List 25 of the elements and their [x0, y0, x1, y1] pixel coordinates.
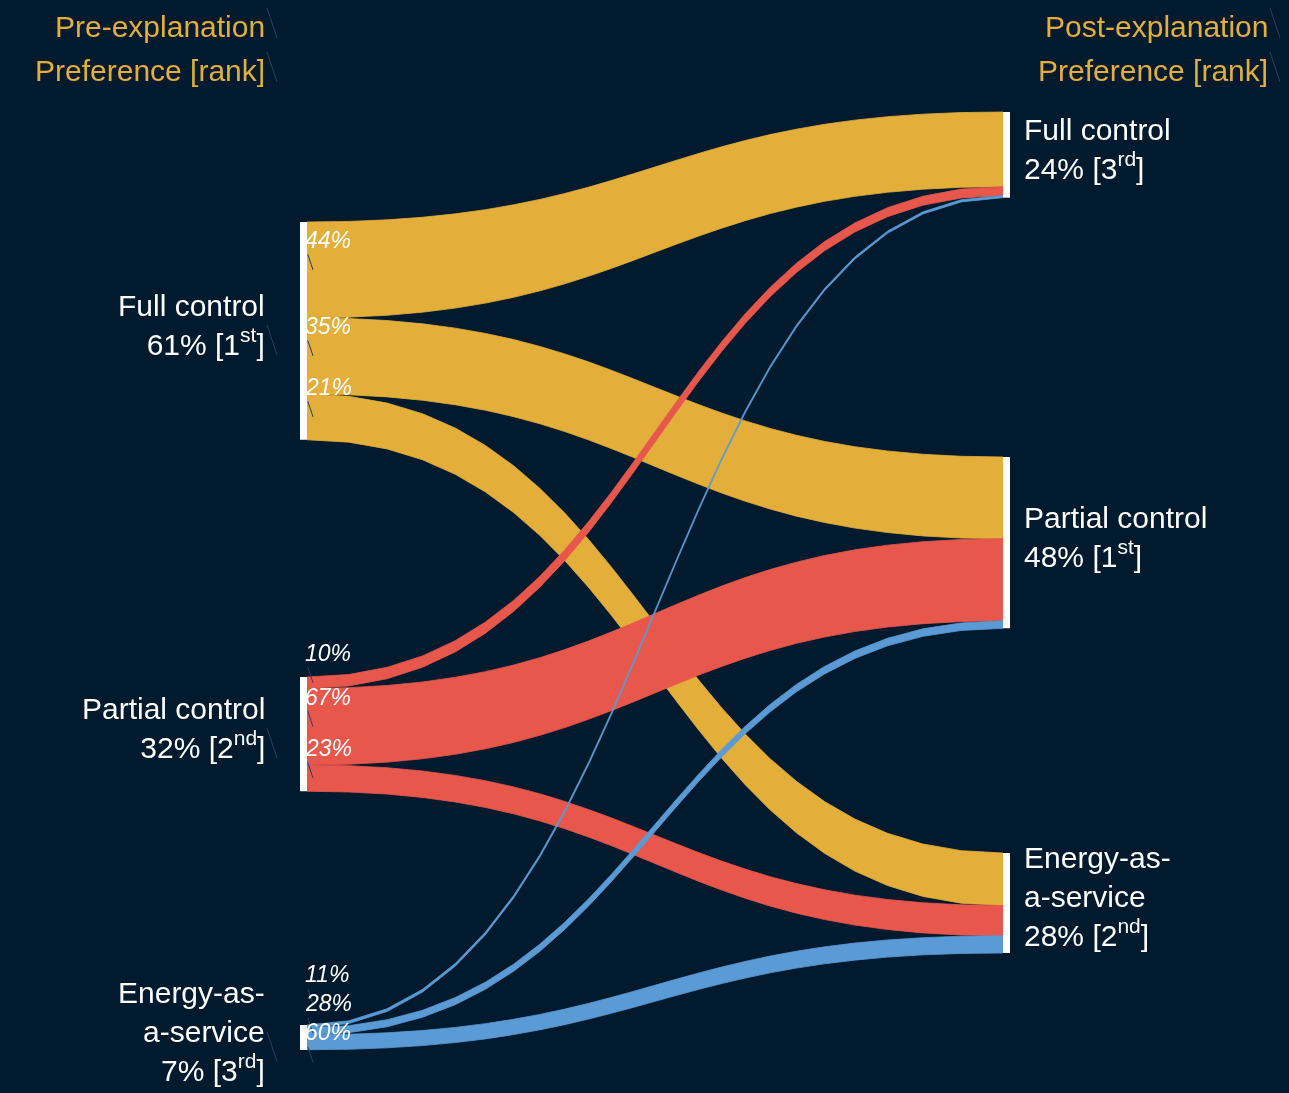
data-label: 7% [3$^{rd}$]: [160, 1049, 265, 1087]
category-label: Full control: [1024, 113, 1171, 146]
category-label: Partial control: [82, 692, 266, 725]
text: 11%: [305, 961, 350, 987]
category-label: Partial control: [1024, 501, 1208, 534]
text: Post-explanation: [1045, 10, 1269, 43]
text: Preference [rank]: [35, 54, 266, 87]
text: 28%: [306, 990, 353, 1016]
text: Preference [rank]: [1038, 54, 1269, 87]
text: 23%: [306, 735, 353, 761]
category-label: Full control: [118, 289, 265, 322]
text: 21%: [306, 374, 353, 400]
category-label: Energy-as-a-service: [1024, 841, 1171, 913]
data-label: 32% [2$^{nd}$]: [140, 726, 266, 764]
text: 60%: [305, 1019, 352, 1045]
text: 67%: [305, 684, 352, 710]
text: Pre-explanation: [55, 10, 266, 43]
data-label: 48% [1$^{st}$]: [1024, 535, 1143, 573]
category-label: Energy-as-a-service: [118, 976, 265, 1048]
text: 44%: [305, 227, 352, 253]
data-label: 24% [3$^{rd}$]: [1024, 147, 1145, 185]
data-label: 61% [1$^{st}$]: [146, 323, 265, 361]
text: 10%: [305, 640, 352, 666]
text: 35%: [305, 313, 352, 339]
data-label: 28% [2$^{nd}$]: [1024, 914, 1150, 952]
